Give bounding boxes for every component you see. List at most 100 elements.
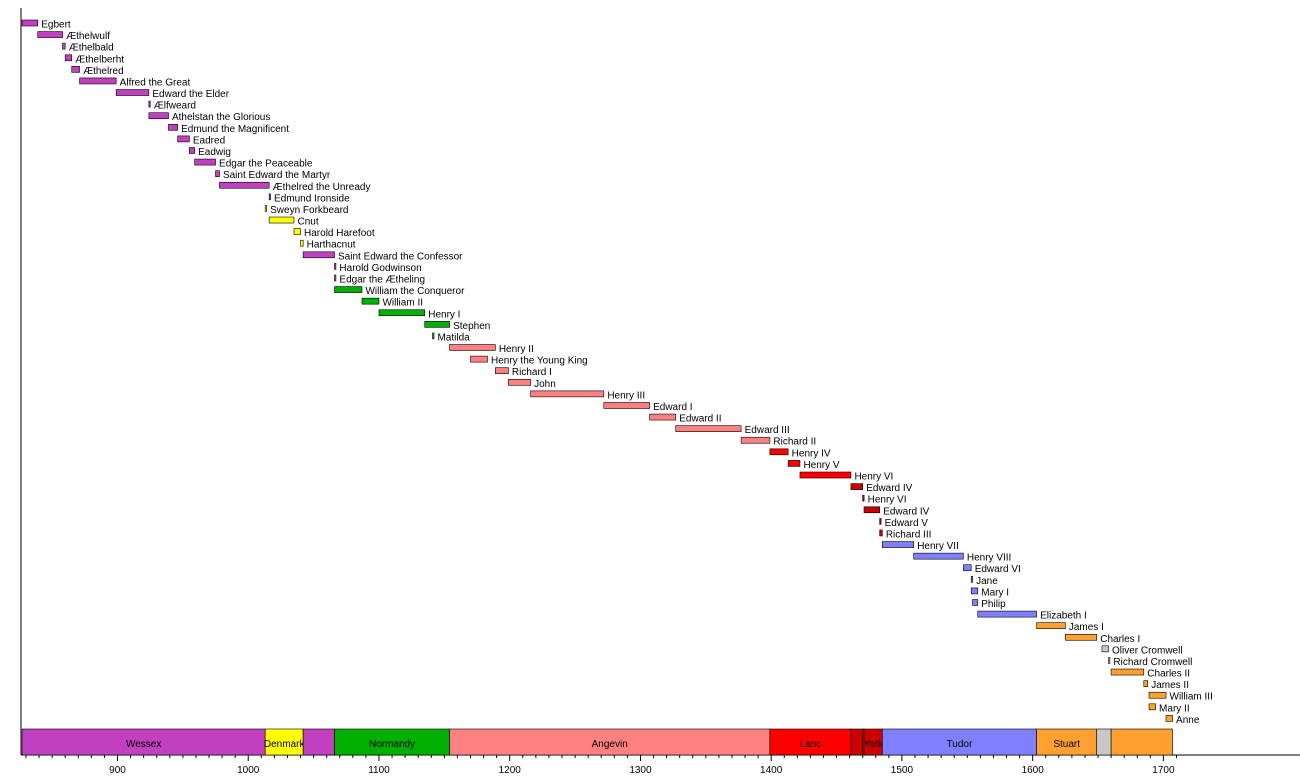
label-richard-ii: Richard II bbox=[773, 437, 816, 448]
bar-saint-edward-the-martyr bbox=[215, 170, 220, 177]
bar-alfred-the-great bbox=[79, 77, 117, 85]
house-label-angevin: Angevin bbox=[592, 739, 628, 750]
tick-label-1100: 1100 bbox=[368, 765, 390, 776]
house-label-normandy: Normandy bbox=[369, 739, 415, 750]
tick-label-1600: 1600 bbox=[1022, 765, 1045, 776]
label-edward-iv: Edward IV bbox=[883, 506, 929, 517]
house-wessex bbox=[21, 728, 266, 756]
bar-henry-vi bbox=[799, 471, 852, 479]
bar-harold-harefoot bbox=[293, 228, 301, 235]
label-edward-the-elder: Edward the Elder bbox=[152, 89, 229, 100]
label-saint-edward-the-confessor: Saint Edward the Confessor bbox=[338, 251, 463, 262]
house-label-tudor: Tudor bbox=[947, 739, 973, 750]
label-henry-i: Henry I bbox=[428, 309, 460, 320]
label-edward-ii: Edward II bbox=[679, 414, 721, 425]
bar-oliver-cromwell bbox=[1101, 645, 1109, 653]
bar-eadred bbox=[177, 135, 190, 143]
label-richard-iii: Richard III bbox=[886, 529, 932, 540]
label-philip: Philip bbox=[981, 599, 1006, 610]
x-axis-ticks: 900 1000 1100 1200 1300 1400 1500 1600 1700 bbox=[25, 755, 1177, 776]
bar-edgar-the-peaceable bbox=[194, 158, 216, 166]
label-henry-the-young-king: Henry the Young King bbox=[491, 356, 588, 367]
bar-henry-v bbox=[787, 460, 801, 467]
label-matilda: Matilda bbox=[437, 332, 470, 343]
bar-lfweard bbox=[148, 100, 151, 108]
house-denmark bbox=[264, 728, 304, 756]
bar-elizabeth-i bbox=[977, 610, 1037, 618]
label-mary-i: Mary I bbox=[981, 587, 1009, 598]
bar-edward-iv bbox=[850, 483, 864, 490]
bar-edward-vi bbox=[963, 564, 972, 572]
label-mary-ii: Mary II bbox=[1159, 703, 1190, 714]
house-tudor bbox=[882, 728, 1037, 756]
house-band: Wessex Denmark Normandy Angevin Lanc York Tudo… bbox=[21, 728, 1173, 756]
bar-james-ii bbox=[1143, 680, 1149, 687]
bar-thelred bbox=[71, 66, 80, 73]
bar-cnut bbox=[268, 216, 295, 224]
house-normandy bbox=[334, 728, 450, 756]
label-edward-iii: Edward III bbox=[745, 425, 790, 436]
house-label-stuart: Stuart bbox=[1053, 739, 1080, 750]
label-egbert: Egbert bbox=[41, 20, 71, 31]
bar-henry-vii bbox=[882, 541, 914, 548]
label-athelstan-the-glorious: Athelstan the Glorious bbox=[172, 112, 270, 123]
label-harthacnut: Harthacnut bbox=[307, 240, 356, 251]
house-label-york: York bbox=[863, 739, 884, 750]
tick-label-1700: 1700 bbox=[1152, 765, 1175, 776]
label-jane: Jane bbox=[976, 576, 998, 587]
label-henry-ii: Henry II bbox=[499, 344, 534, 355]
label-charles-i: Charles I bbox=[1100, 634, 1140, 645]
bar-james-i bbox=[1036, 622, 1066, 629]
bar-edward-ii bbox=[649, 413, 677, 421]
tick-label-1400: 1400 bbox=[760, 765, 783, 776]
label-edmund-the-magnificent: Edmund the Magnificent bbox=[181, 124, 289, 135]
label-saint-edward-the-martyr: Saint Edward the Martyr bbox=[223, 170, 331, 181]
bar-charles-ii bbox=[1110, 668, 1145, 676]
label-sweyn-forkbeard: Sweyn Forkbeard bbox=[270, 205, 348, 216]
label-richard-i: Richard I bbox=[512, 367, 552, 378]
label-edmund-ironside: Edmund Ironside bbox=[274, 193, 350, 204]
bar-egbert bbox=[21, 19, 39, 27]
tick-label-1000: 1000 bbox=[237, 765, 260, 776]
label-eadwig: Eadwig bbox=[198, 147, 231, 158]
bar-edmund-the-magnificent bbox=[168, 124, 178, 131]
house-label-wessex: Wessex bbox=[126, 739, 161, 750]
label-edward-iv: Edward IV bbox=[866, 483, 912, 494]
label-oliver-cromwell: Oliver Cromwell bbox=[1112, 645, 1183, 656]
label-cnut: Cnut bbox=[297, 217, 318, 228]
bar-william-ii bbox=[361, 297, 380, 305]
label-thelwulf: Æthelwulf bbox=[66, 31, 110, 42]
bar-stephen bbox=[424, 321, 450, 328]
label-edward-vi: Edward VI bbox=[975, 564, 1021, 575]
tick-label-1300: 1300 bbox=[629, 765, 652, 776]
label-henry-vi: Henry VI bbox=[868, 495, 907, 506]
label-edward-i: Edward I bbox=[653, 402, 692, 413]
bar-edward-iv bbox=[863, 506, 881, 514]
bar-richard-ii bbox=[740, 436, 771, 444]
bar-richard-iii bbox=[879, 529, 883, 537]
bar-edgar-the-theling bbox=[334, 274, 337, 282]
label-john: John bbox=[534, 379, 556, 390]
bar-henry-viii bbox=[913, 552, 964, 560]
label-thelberht: Æthelberht bbox=[75, 54, 124, 65]
label-edward-v: Edward V bbox=[885, 518, 929, 529]
house-stuart bbox=[1036, 728, 1098, 756]
label-anne: Anne bbox=[1176, 715, 1200, 726]
bar-charles-i bbox=[1065, 633, 1098, 641]
label-henry-vii: Henry VII bbox=[917, 541, 959, 552]
bar-philip bbox=[972, 599, 979, 606]
tick-label-900: 900 bbox=[109, 765, 126, 776]
bar-eadwig bbox=[189, 147, 195, 154]
bar-anne bbox=[1165, 715, 1173, 722]
label-henry-iii: Henry III bbox=[607, 390, 645, 401]
bar-mary-ii bbox=[1148, 703, 1156, 711]
bar-henry-the-young-king bbox=[470, 355, 488, 363]
bar-edward-v bbox=[879, 518, 882, 525]
bar-edmund-ironside bbox=[268, 193, 271, 201]
bar-saint-edward-the-confessor bbox=[302, 251, 335, 259]
bar-henry-i bbox=[378, 309, 426, 317]
label-alfred-the-great: Alfred the Great bbox=[120, 77, 191, 88]
label-william-ii: William II bbox=[382, 298, 423, 309]
label-thelred-the-unready: Æthelred the Unready bbox=[273, 182, 371, 193]
bar-jane bbox=[970, 576, 973, 583]
